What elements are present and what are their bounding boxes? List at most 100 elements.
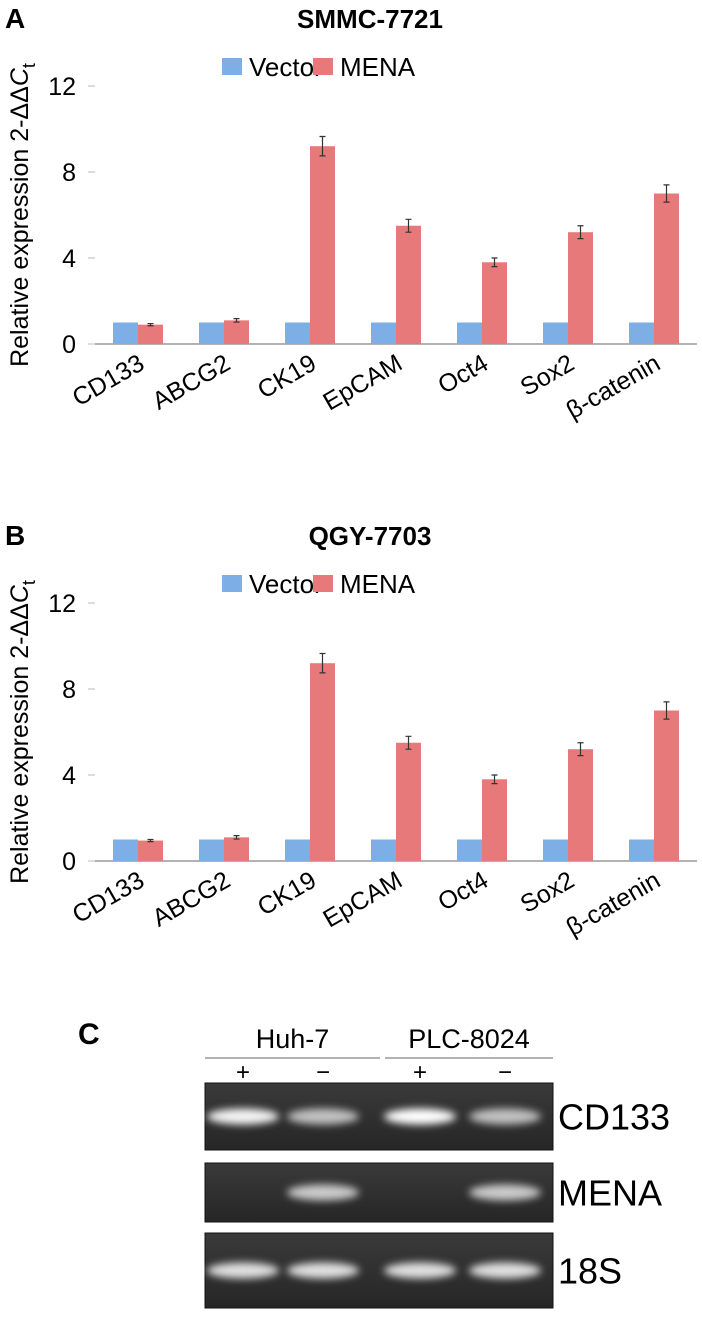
error-bar — [663, 184, 670, 203]
bar — [457, 322, 482, 344]
legend-label: MENA — [340, 52, 416, 82]
bar — [543, 322, 568, 344]
gel-band — [207, 1262, 279, 1279]
bar — [310, 663, 335, 861]
panel-letter: A — [5, 3, 25, 34]
error-bar — [663, 701, 670, 720]
error-bar — [319, 135, 326, 157]
bar — [396, 225, 421, 344]
x-tick-label: CD133 — [68, 349, 149, 412]
error-bar — [577, 742, 584, 757]
gel-band — [384, 1262, 456, 1279]
bar — [199, 839, 224, 861]
bar — [482, 262, 507, 344]
bar — [113, 839, 138, 861]
gel-band — [469, 1262, 541, 1279]
y-tick-label: 0 — [62, 848, 76, 876]
error-bar — [405, 218, 412, 233]
group-label: Huh-7 — [256, 1024, 330, 1054]
panel-letter: B — [5, 520, 25, 551]
bar — [568, 232, 593, 344]
bar — [396, 742, 421, 861]
y-axis-label-sub: t — [19, 580, 39, 585]
y-axis-label-text: Relative expression 2-ΔΔ — [6, 603, 34, 884]
error-bar — [147, 838, 154, 843]
lane-label: + — [236, 1059, 250, 1086]
bar — [224, 320, 249, 344]
x-tick-label: ABCG2 — [148, 349, 235, 416]
y-axis-label: Relative expression 2-ΔΔCt — [6, 580, 39, 884]
gel-row-label: MENA — [558, 1173, 662, 1214]
error-bar — [491, 774, 498, 785]
y-tick-label: 4 — [62, 245, 76, 273]
x-tick-label: EpCAM — [318, 349, 407, 416]
bar — [138, 324, 163, 344]
y-tick-label: 4 — [62, 762, 76, 790]
error-bar — [491, 257, 498, 268]
y-axis-label-italic: C — [6, 67, 34, 86]
bar — [482, 779, 507, 861]
gel-band — [207, 1108, 279, 1125]
lane-label: + — [413, 1059, 427, 1086]
bar — [629, 839, 654, 861]
bar — [568, 749, 593, 861]
y-tick-label: 12 — [48, 73, 76, 101]
legend-label: MENA — [340, 569, 416, 599]
chart-title: SMMC-7721 — [297, 4, 443, 34]
bar — [113, 322, 138, 344]
x-tick-label: ABCG2 — [148, 866, 235, 933]
bar — [285, 322, 310, 344]
error-bar — [405, 735, 412, 750]
gel-band — [287, 1262, 359, 1279]
gel-band — [469, 1184, 541, 1201]
error-bar — [147, 322, 154, 327]
bar — [654, 193, 679, 344]
bar — [138, 840, 163, 861]
bar — [224, 837, 249, 861]
error-bar — [319, 652, 326, 674]
bar — [629, 322, 654, 344]
y-tick-label: 8 — [62, 159, 76, 187]
lane-label: − — [498, 1059, 512, 1086]
x-tick-label: Oct4 — [433, 866, 493, 917]
y-axis-label-italic: C — [6, 584, 34, 603]
chart-title: QGY-7703 — [309, 521, 432, 551]
error-bar — [577, 225, 584, 240]
bar — [457, 839, 482, 861]
x-tick-label: Sox2 — [516, 866, 579, 919]
legend-label: Vector — [249, 52, 323, 82]
y-tick-label: 0 — [62, 331, 76, 359]
x-tick-label: β-catenin — [562, 866, 665, 942]
error-bar — [233, 318, 240, 323]
gel-band — [469, 1108, 541, 1125]
gel-row-label: CD133 — [558, 1097, 670, 1138]
bar — [654, 710, 679, 861]
error-bar — [233, 835, 240, 840]
x-tick-label: β-catenin — [562, 349, 665, 425]
bar — [310, 146, 335, 344]
legend-label: Vector — [249, 569, 323, 599]
x-tick-label: CK19 — [253, 866, 321, 922]
gel-row-label: 18S — [558, 1251, 622, 1292]
y-axis-label-text: Relative expression 2-ΔΔ — [6, 86, 34, 367]
bar — [371, 322, 396, 344]
gel-band — [287, 1108, 359, 1125]
bar — [199, 322, 224, 344]
legend-swatch — [313, 58, 333, 75]
x-tick-label: CD133 — [68, 866, 149, 929]
legend-swatch — [222, 575, 242, 592]
gel-band — [384, 1108, 456, 1125]
lane-label: − — [316, 1059, 330, 1086]
y-axis-label-sub: t — [19, 63, 39, 68]
x-tick-label: CK19 — [253, 349, 321, 405]
y-axis-label: Relative expression 2-ΔΔCt — [6, 63, 39, 367]
panel-letter: C — [78, 1018, 100, 1051]
y-tick-label: 8 — [62, 676, 76, 704]
group-label: PLC-8024 — [408, 1024, 530, 1054]
legend-swatch — [313, 575, 333, 592]
x-tick-label: EpCAM — [318, 866, 407, 933]
gel-band — [287, 1184, 359, 1201]
x-tick-label: Sox2 — [516, 349, 579, 402]
